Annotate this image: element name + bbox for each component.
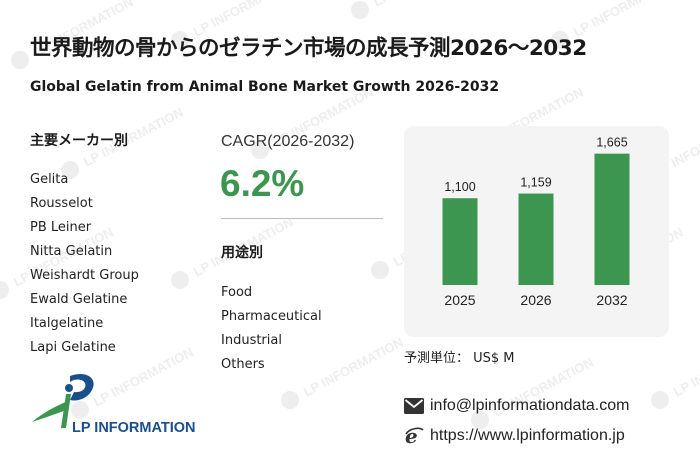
bar-2032 bbox=[594, 153, 630, 285]
list-item: Weishardt Group bbox=[30, 268, 139, 283]
browser-e-icon: e bbox=[405, 426, 424, 446]
bar-2026 bbox=[518, 193, 554, 285]
data-label-2026: 1,159 bbox=[520, 176, 551, 190]
bar-chart: 1,100 2025 1,159 2026 1,665 2032 bbox=[442, 136, 630, 308]
list-item: Pharmaceutical bbox=[221, 309, 322, 324]
list-item: Nitta Gelatin bbox=[30, 244, 113, 259]
contact-website: e https://www.lpinformation.jp bbox=[404, 426, 625, 446]
unit-label: 予測単位： US$ M bbox=[404, 351, 515, 366]
data-label-2032: 1,665 bbox=[596, 136, 627, 150]
list-item: Rousselot bbox=[30, 196, 93, 211]
cagr-value: 6.2% bbox=[220, 163, 305, 204]
manufacturers-heading: 主要メーカー別 bbox=[30, 133, 128, 149]
data-label-2025: 1,100 bbox=[444, 180, 475, 194]
bar-2025 bbox=[442, 198, 478, 285]
website-link[interactable]: https://www.lpinformation.jp bbox=[430, 427, 625, 444]
x-tick-2025: 2025 bbox=[444, 292, 475, 308]
watermark-mark: LP INFORMATION bbox=[351, 0, 476, 19]
logo-text: LP INFORMATION bbox=[72, 420, 196, 436]
list-item: PB Leiner bbox=[30, 220, 92, 235]
mail-icon bbox=[404, 398, 424, 414]
list-item: Gelita bbox=[30, 172, 69, 187]
list-item: Others bbox=[221, 357, 265, 372]
list-item: Lapi Gelatine bbox=[30, 340, 116, 355]
list-item: Ewald Gelatine bbox=[30, 292, 128, 307]
page-title: 世界動物の骨からのゼラチン市場の成長予測2026～2032 bbox=[30, 36, 587, 61]
lp-information-logo: LP INFORMATION bbox=[32, 373, 196, 436]
page-subtitle: Global Gelatin from Animal Bone Market G… bbox=[30, 79, 500, 95]
logo-mark bbox=[32, 373, 94, 428]
svg-text:LP INFORMATION: LP INFORMATION bbox=[371, 0, 476, 10]
cagr-label: CAGR(2026-2032) bbox=[221, 133, 355, 150]
manufacturer-list: Gelita Rousselot PB Leiner Nitta Gelatin… bbox=[30, 172, 139, 364]
application-list: Food Pharmaceutical Industrial Others bbox=[221, 285, 322, 381]
x-tick-2032: 2032 bbox=[596, 292, 627, 308]
applications-heading: 用途別 bbox=[221, 245, 263, 261]
list-item: Food bbox=[221, 285, 253, 300]
list-item: Italgelatine bbox=[30, 316, 104, 331]
email-link[interactable]: info@lpinformationdata.com bbox=[430, 397, 630, 414]
x-tick-2026: 2026 bbox=[520, 292, 551, 308]
watermark-mark: LP INFORMATION bbox=[651, 334, 700, 409]
list-item: Industrial bbox=[221, 333, 282, 348]
svg-text:LP INFORMATION: LP INFORMATION bbox=[671, 334, 700, 399]
divider bbox=[221, 218, 383, 219]
contact-email: info@lpinformationdata.com bbox=[404, 397, 629, 415]
